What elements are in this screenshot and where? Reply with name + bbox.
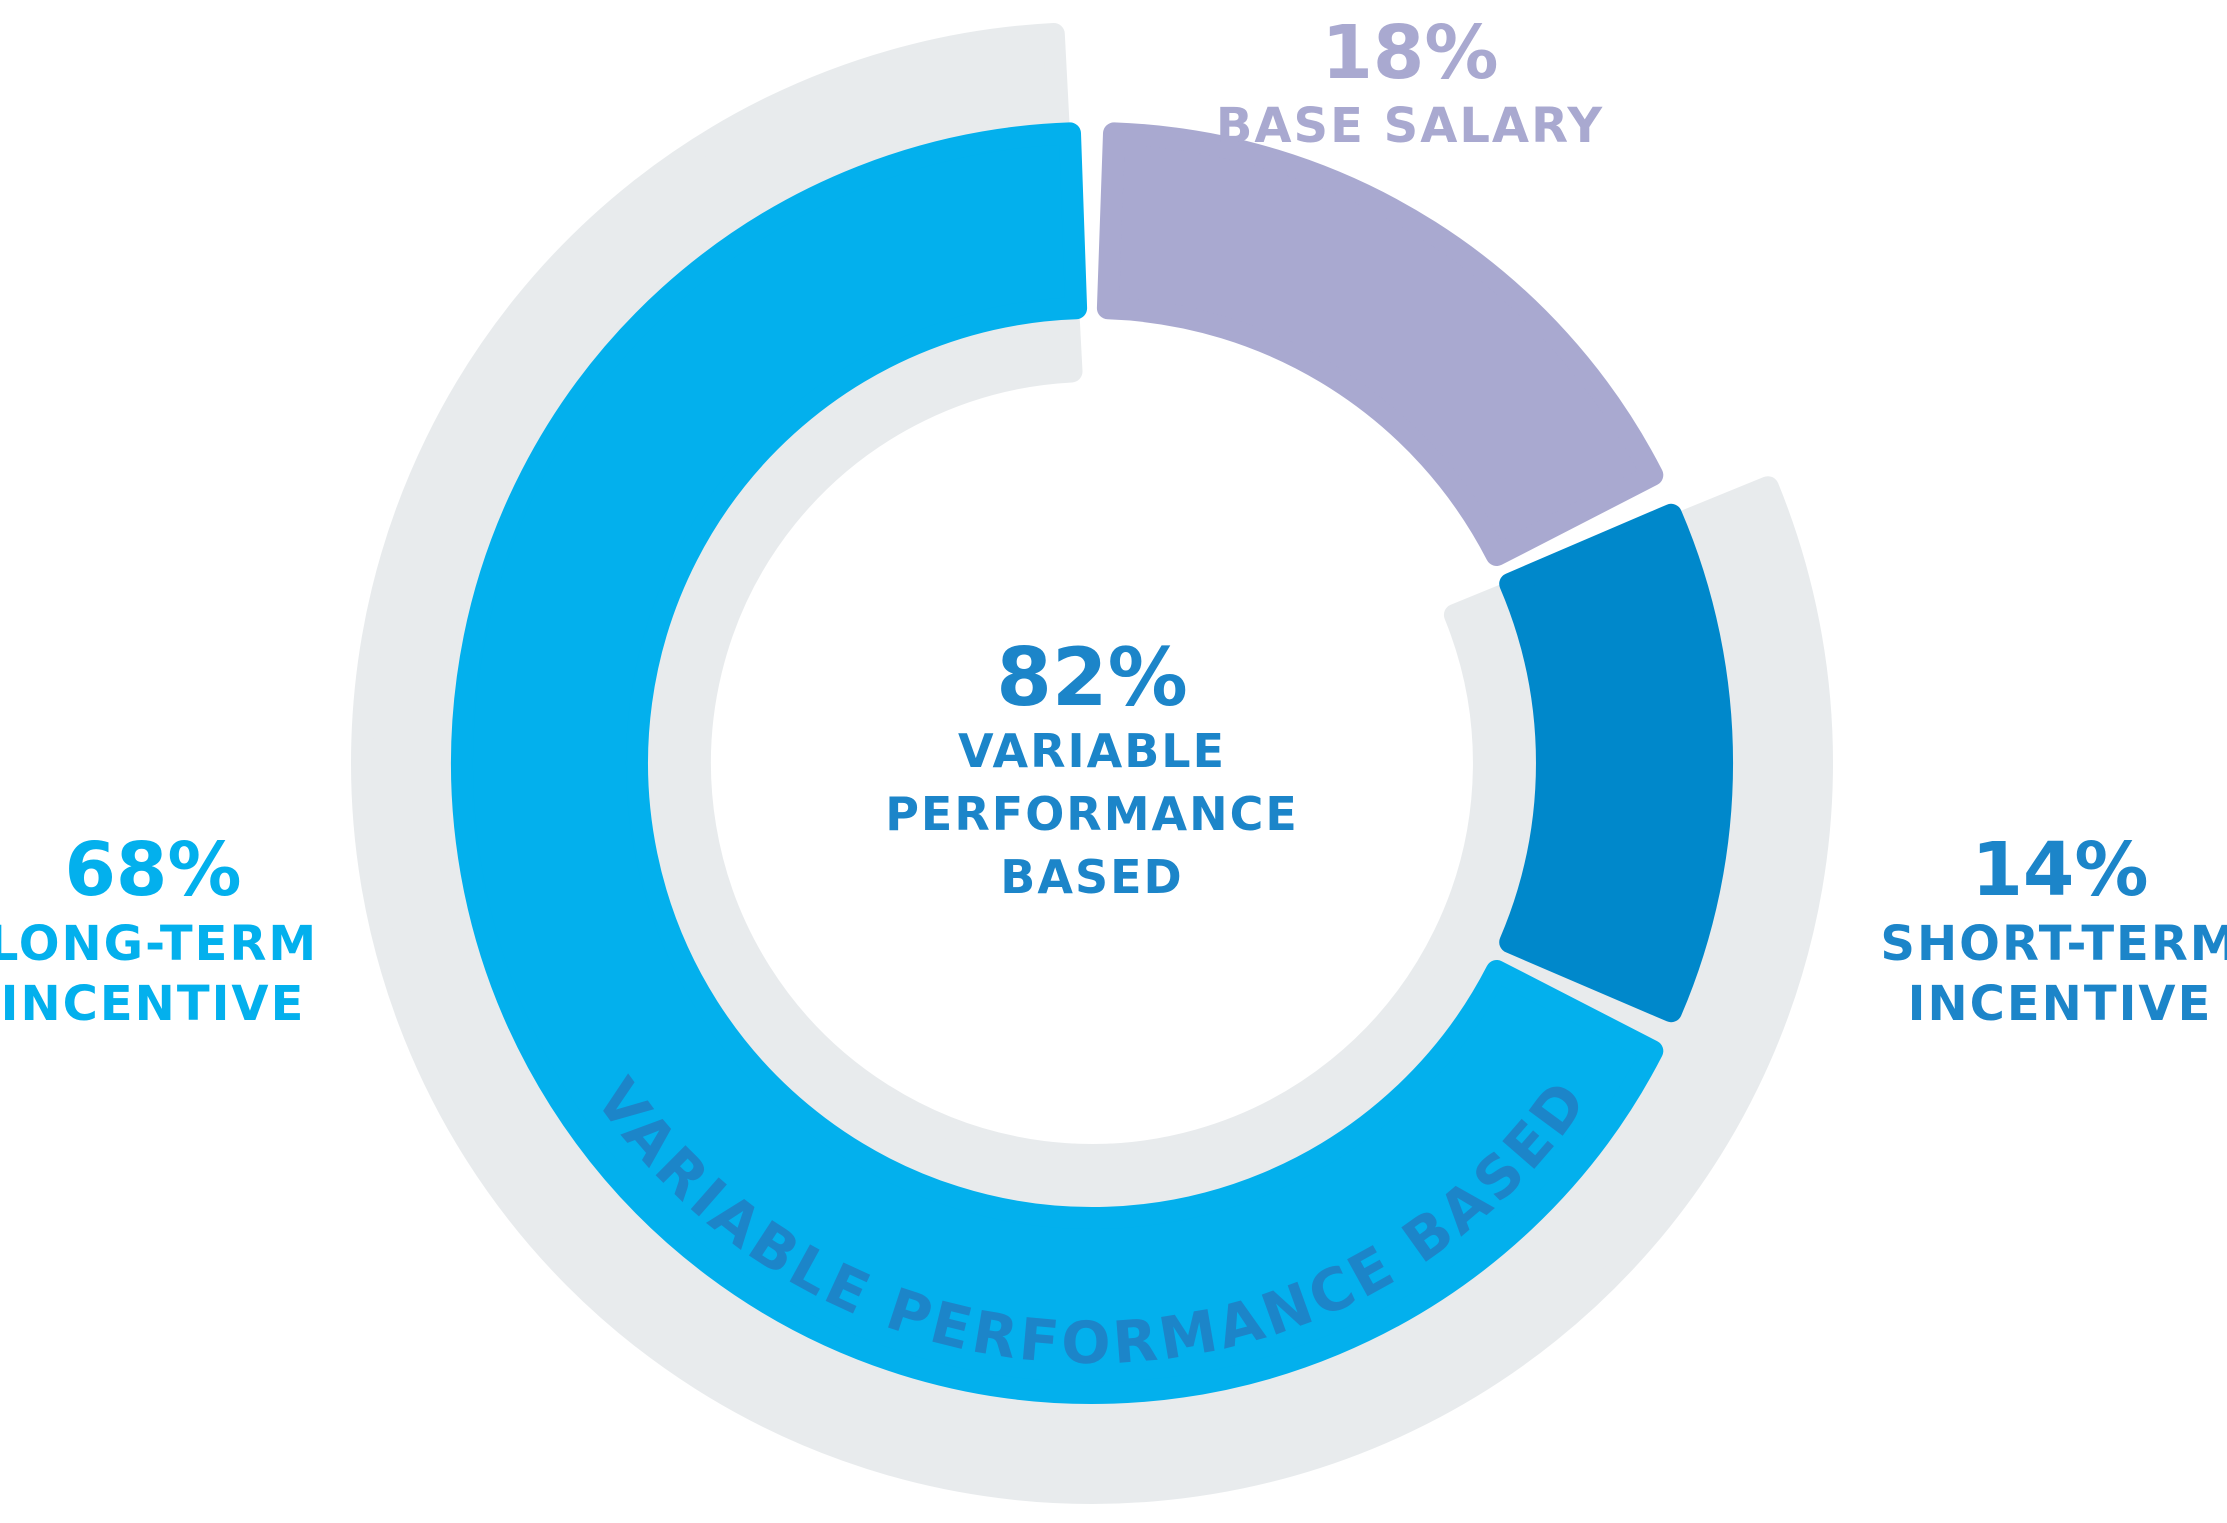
center-label-line-1: VARIABLE — [958, 724, 1226, 778]
segment-base-salary — [1096, 122, 1664, 566]
long-term-label-line-1: LONG-TERM — [0, 916, 318, 972]
base-salary-value: 18% — [1321, 10, 1498, 96]
short-term-label-line-1: SHORT-TERM — [1880, 916, 2227, 972]
short-term-value: 14% — [1971, 827, 2148, 913]
center-value: 82% — [996, 631, 1187, 724]
segment-long-term-incentive — [451, 122, 1664, 1405]
segment-short-term-incentive — [1499, 503, 1733, 1023]
center-label-line-3: BASED — [1000, 850, 1183, 904]
inner-segments — [451, 122, 1733, 1405]
long-term-value: 68% — [64, 827, 241, 913]
short-term-label-line-2: INCENTIVE — [1908, 976, 2213, 1032]
center-label-line-2: PERFORMANCE — [885, 787, 1299, 841]
long-term-label-line-2: INCENTIVE — [1, 976, 306, 1032]
base-salary-label: BASE SALARY — [1216, 98, 1604, 154]
